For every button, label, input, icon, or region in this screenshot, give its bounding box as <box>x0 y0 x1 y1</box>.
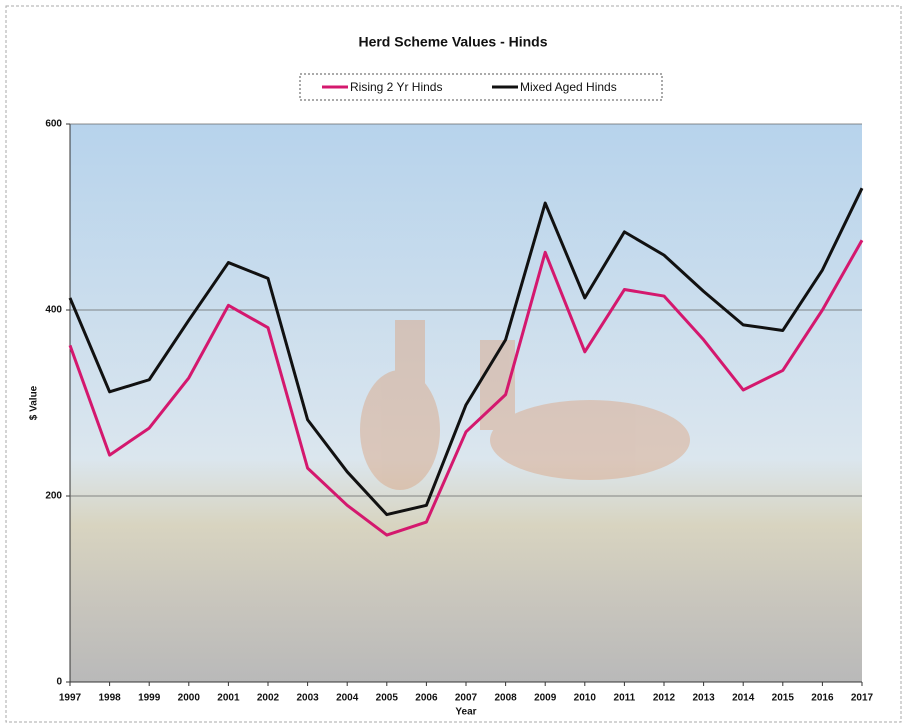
x-tick-label: 2016 <box>811 693 834 704</box>
x-tick-label: 1998 <box>98 693 121 704</box>
y-tick-label: 400 <box>45 305 62 316</box>
x-tick-label: 1997 <box>59 693 82 704</box>
chart-title: Herd Scheme Values - Hinds <box>358 34 547 50</box>
x-tick-label: 2001 <box>217 693 240 704</box>
x-tick-label: 2012 <box>653 693 676 704</box>
y-tick-label: 0 <box>56 677 62 688</box>
legend-label: Rising 2 Yr Hinds <box>350 80 442 94</box>
legend-box <box>299 73 663 101</box>
y-tick-label: 200 <box>45 491 62 502</box>
x-tick-label: 2006 <box>415 693 438 704</box>
legend-label: Mixed Aged Hinds <box>520 80 617 94</box>
x-tick-label: 2011 <box>614 693 636 704</box>
x-tick-label: 2010 <box>574 693 597 704</box>
x-tick-label: 2007 <box>455 693 478 704</box>
y-tick-label: 600 <box>45 119 62 130</box>
x-tick-label: 2014 <box>732 693 755 704</box>
series-line <box>68 239 864 537</box>
x-tick-label: 2002 <box>257 693 280 704</box>
x-tick-label: 2003 <box>296 693 319 704</box>
x-tick-label: 2017 <box>851 693 874 704</box>
x-tick-label: 2000 <box>178 693 201 704</box>
x-tick-label: 2015 <box>772 693 795 704</box>
series-line <box>68 187 864 517</box>
x-tick-label: 2004 <box>336 693 359 704</box>
x-tick-label: 2009 <box>534 693 557 704</box>
x-tick-label: 2008 <box>494 693 517 704</box>
x-tick-label: 2013 <box>692 693 715 704</box>
x-tick-label: 1999 <box>138 693 161 704</box>
x-axis-label: Year <box>455 707 476 718</box>
x-tick-label: 2005 <box>376 693 399 704</box>
y-axis-label: $ Value <box>29 385 40 420</box>
